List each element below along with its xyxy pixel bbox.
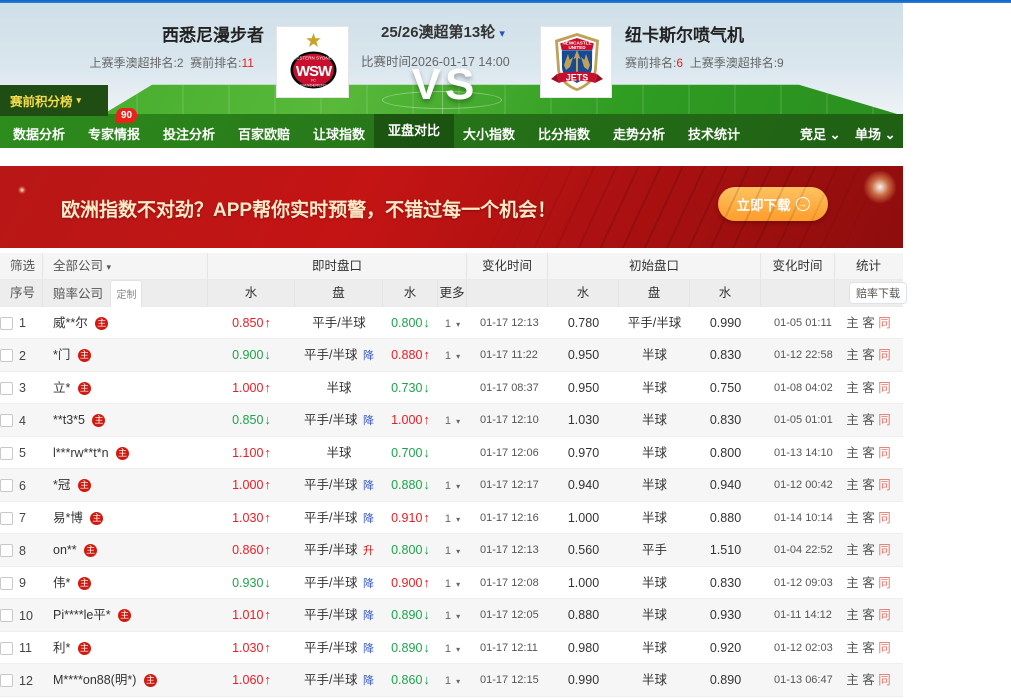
- svg-text:WANDERERS: WANDERERS: [300, 83, 327, 88]
- svg-text:WSW: WSW: [296, 63, 333, 80]
- svg-text:UNITED: UNITED: [568, 45, 586, 50]
- svg-text:JETS: JETS: [566, 73, 589, 83]
- svg-text:WESTERN SYDNEY: WESTERN SYDNEY: [292, 56, 335, 61]
